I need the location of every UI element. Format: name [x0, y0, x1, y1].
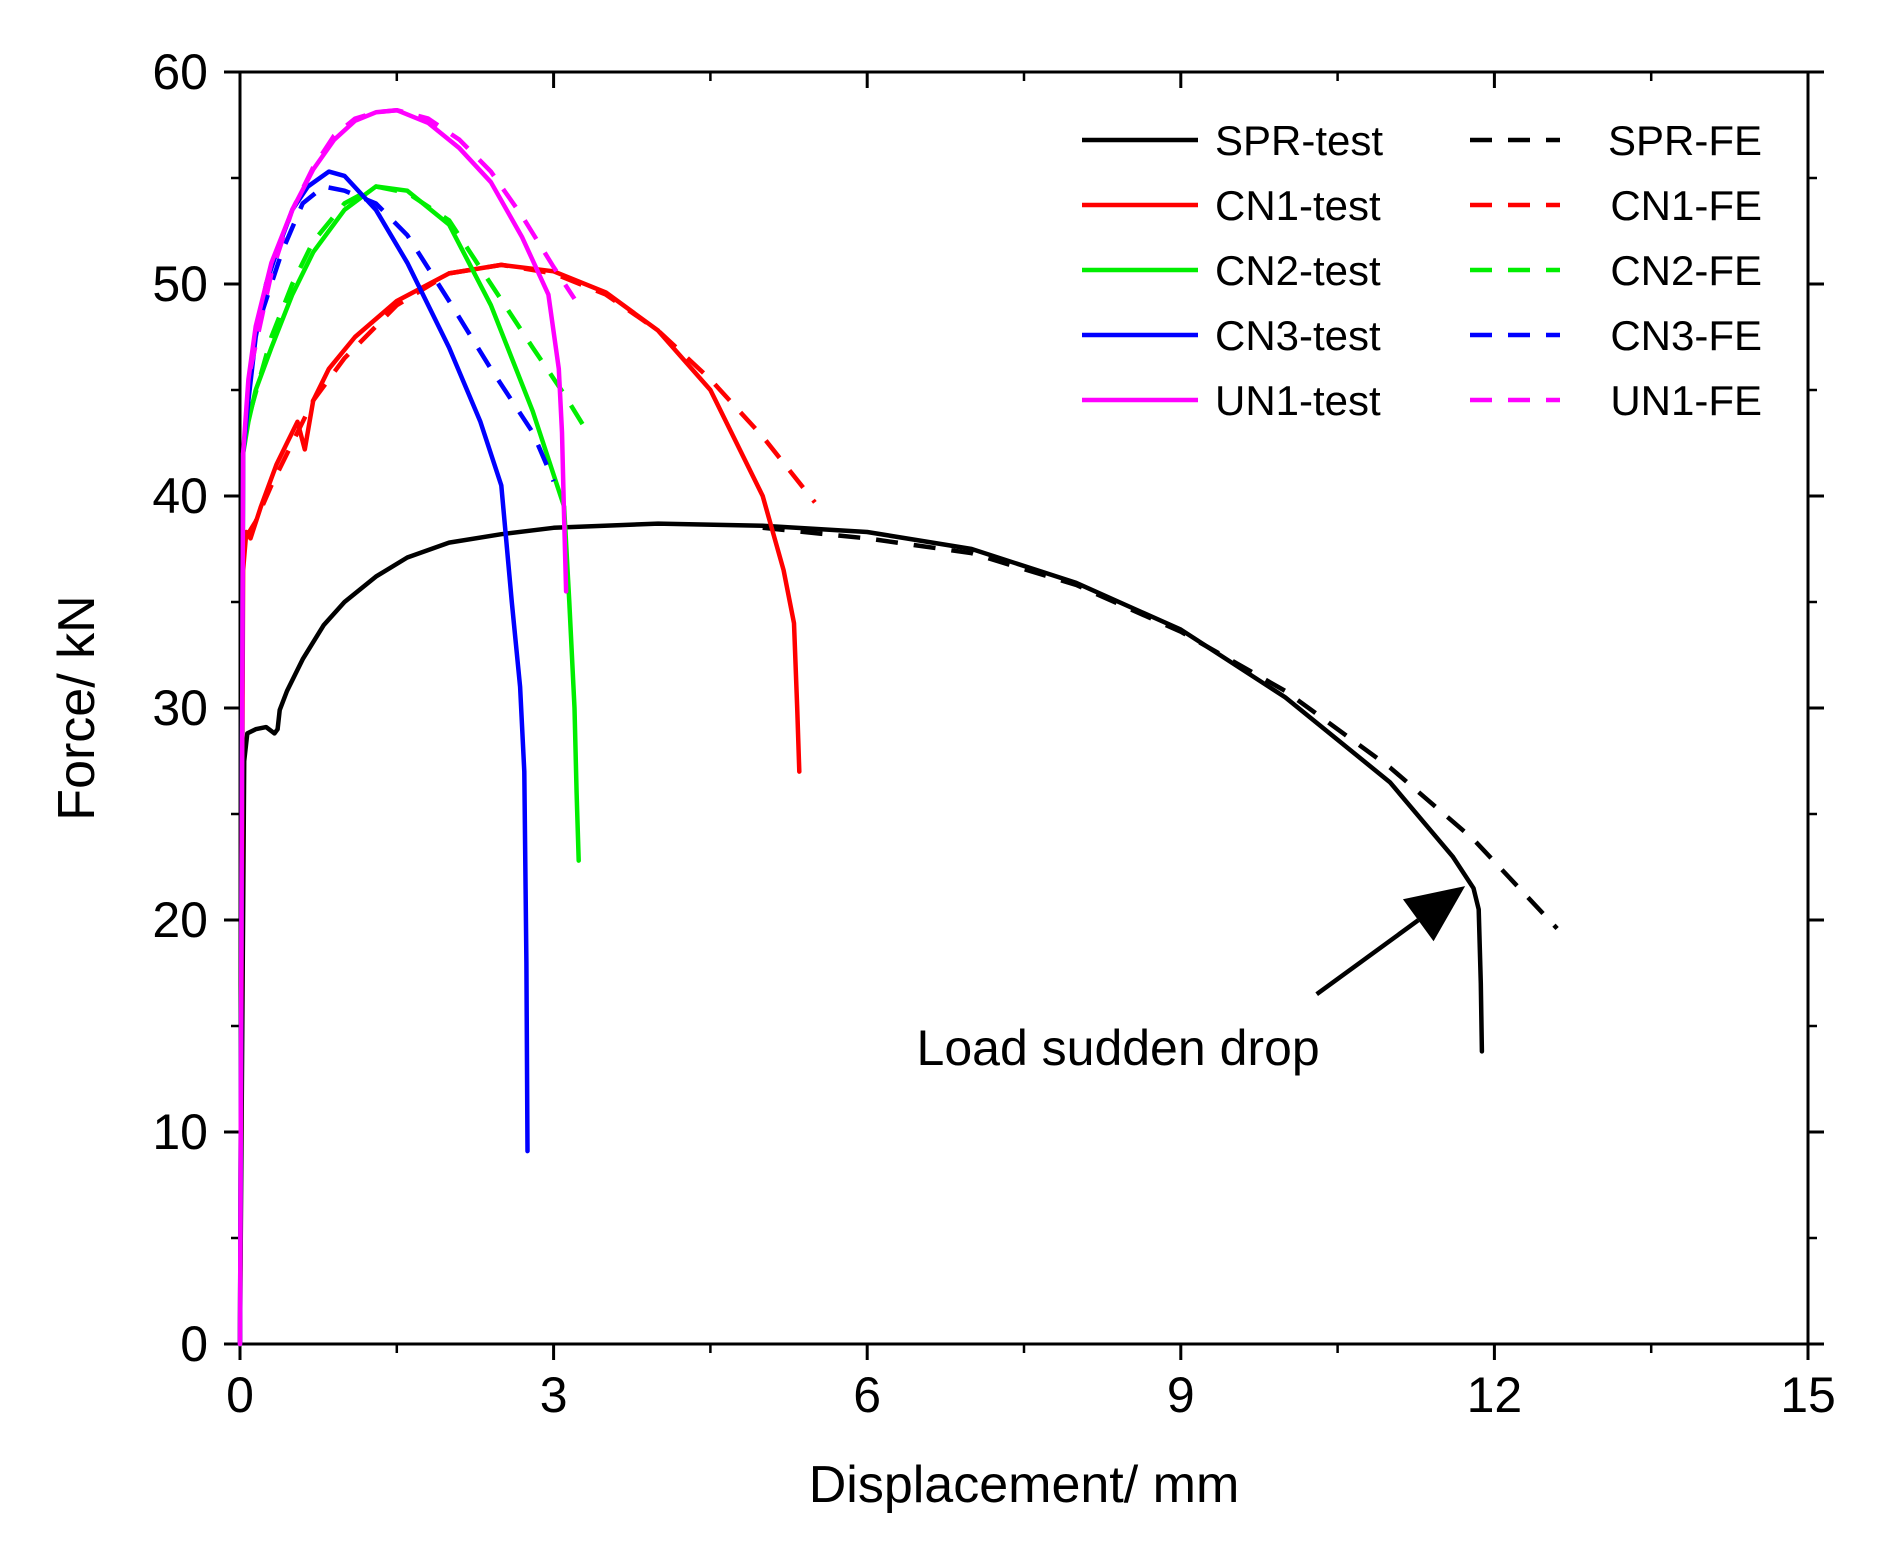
annotation-arrow-head [1402, 886, 1466, 942]
x-tick-label: 6 [853, 1367, 881, 1423]
series-line-cn1-test [237, 262, 802, 1347]
y-axis-title: Force/ kN [48, 595, 106, 820]
x-axis-title: Displacement/ mm [809, 1456, 1240, 1514]
series-line-un1-fe [248, 107, 577, 370]
x-tick-label: 15 [1780, 1367, 1836, 1423]
legend-label-spr-fe: SPR-FE [1608, 117, 1762, 164]
series-line-cn1-fe [243, 262, 817, 540]
legend-label-cn2-test: CN2-test [1215, 247, 1381, 294]
x-tick-label: 12 [1467, 1367, 1523, 1423]
legend-label-un1-fe: UN1-FE [1610, 377, 1762, 424]
series-line-cn3-fe [258, 184, 556, 483]
annotation-label: Load sudden drop [917, 1020, 1320, 1076]
y-tick-label: 60 [152, 44, 208, 100]
series-line-spr-fe [762, 525, 1559, 931]
y-tick-label: 40 [152, 468, 208, 524]
series-line-cn2-fe [248, 184, 587, 430]
annotation-arrow-shaft [1315, 918, 1420, 997]
y-tick-label: 10 [152, 1104, 208, 1160]
series-line-cn2-test [237, 184, 581, 1347]
y-tick-label: 30 [152, 680, 208, 736]
legend-label-cn3-fe: CN3-FE [1610, 312, 1762, 359]
x-tick-label: 9 [1167, 1367, 1195, 1423]
annotation-layer: Load sudden drop [917, 886, 1466, 1076]
legend-label-cn1-fe: CN1-FE [1610, 182, 1762, 229]
axes: 0 3 6 9 12 15 0 10 20 30 40 50 60 Displacement/ mm For… [48, 44, 1836, 1514]
legend: SPR-test SPR-FE CN1-test CN1-FE CN2-test CN2-… [1082, 117, 1762, 424]
series-layer [237, 107, 1559, 1347]
y-tick-label: 50 [152, 256, 208, 312]
series-line-spr-test [237, 521, 1485, 1347]
legend-label-cn2-fe: CN2-FE [1610, 247, 1762, 294]
y-tick-label: 0 [180, 1316, 208, 1372]
series-line-cn3-test [237, 169, 530, 1347]
y-tick-label: 20 [152, 892, 208, 948]
legend-label-spr-test: SPR-test [1215, 117, 1383, 164]
legend-label-cn1-test: CN1-test [1215, 182, 1381, 229]
legend-label-un1-test: UN1-test [1215, 377, 1381, 424]
x-tick-label: 0 [226, 1367, 254, 1423]
legend-label-cn3-test: CN3-test [1215, 312, 1381, 359]
x-tick-label: 3 [540, 1367, 568, 1423]
